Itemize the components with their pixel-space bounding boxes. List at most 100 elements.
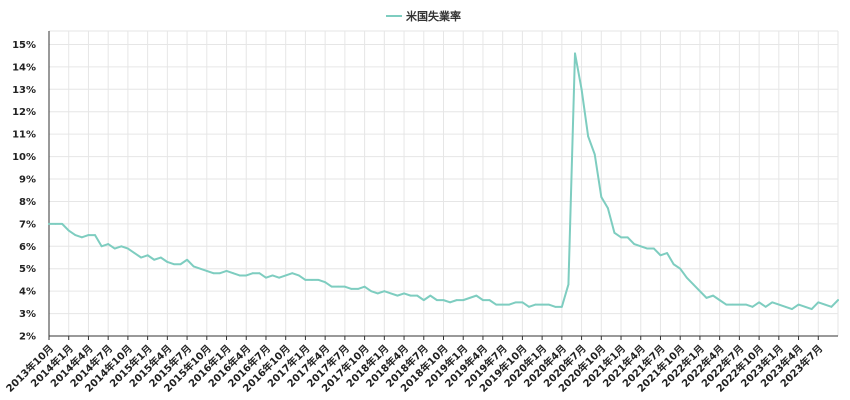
data-point <box>343 285 346 288</box>
data-point <box>567 283 570 286</box>
data-point <box>626 236 629 239</box>
axis-layer <box>48 31 838 340</box>
data-point <box>679 267 682 270</box>
data-point <box>219 272 221 275</box>
data-point <box>422 299 425 302</box>
data-point <box>383 290 386 293</box>
data-point <box>324 281 327 284</box>
data-point <box>797 303 800 306</box>
data-point <box>370 290 373 293</box>
data-point <box>153 258 156 261</box>
data-point <box>100 245 103 248</box>
data-point <box>396 294 399 297</box>
data-point <box>600 196 603 198</box>
data-point <box>718 299 721 302</box>
data-point <box>311 279 313 281</box>
legend: 米国失業率 <box>386 9 461 23</box>
data-point <box>837 299 839 302</box>
data-point <box>468 296 471 299</box>
data-point <box>692 283 695 286</box>
data-point <box>685 276 688 279</box>
data-point <box>725 303 728 306</box>
legend-label: 米国失業率 <box>405 9 461 23</box>
data-point <box>212 272 215 275</box>
data-point <box>580 88 583 91</box>
data-point <box>127 247 129 250</box>
data-point <box>436 299 438 302</box>
data-point <box>751 305 754 308</box>
y-tick-labels: 2% 3% 4% 5% 6% 7% 8% 9% 10% 11% 12% 13% 14% 15% <box>12 40 36 343</box>
data-point <box>140 256 142 259</box>
data-point <box>830 305 833 308</box>
data-point <box>738 303 741 306</box>
y-tick-label: 6% <box>19 242 36 253</box>
data-point <box>113 247 116 250</box>
data-point <box>574 52 576 55</box>
data-point <box>560 305 563 308</box>
data-point <box>521 301 524 304</box>
data-point <box>462 299 465 302</box>
data-point <box>653 247 655 250</box>
data-point <box>475 294 478 297</box>
data-point <box>133 252 136 254</box>
y-tick-label: 15% <box>12 40 36 51</box>
data-point <box>278 276 281 279</box>
data-point <box>482 299 484 302</box>
data-point <box>376 292 379 295</box>
data-point <box>804 305 807 308</box>
data-point <box>639 245 642 248</box>
data-point <box>449 301 451 304</box>
series-layer <box>48 52 839 311</box>
y-tick-label: 9% <box>19 175 36 186</box>
data-point <box>409 294 412 297</box>
data-point <box>508 303 511 306</box>
data-point <box>390 292 392 295</box>
data-point <box>784 305 787 308</box>
y-tick-label: 12% <box>12 107 36 118</box>
data-point <box>317 279 320 281</box>
data-point <box>488 299 491 302</box>
y-tick-label: 14% <box>12 62 36 73</box>
data-point <box>205 270 208 272</box>
y-tick-label: 11% <box>12 130 36 141</box>
data-point <box>712 294 714 297</box>
data-point <box>251 272 254 275</box>
data-point <box>705 296 708 299</box>
data-point <box>258 272 261 275</box>
y-tick-label: 8% <box>19 197 36 208</box>
data-point <box>620 236 622 239</box>
data-point <box>67 229 70 232</box>
data-point <box>120 245 123 248</box>
data-point <box>357 288 359 290</box>
data-point <box>179 263 182 266</box>
data-point <box>777 303 780 306</box>
data-point <box>606 207 609 210</box>
y-tick-label: 10% <box>12 152 36 163</box>
data-point <box>823 303 826 306</box>
data-point <box>791 308 793 310</box>
data-point <box>699 290 701 293</box>
data-point <box>186 258 188 261</box>
data-point <box>225 270 228 272</box>
data-point <box>245 274 248 277</box>
data-point <box>146 254 149 257</box>
y-tick-label: 3% <box>19 309 36 320</box>
data-point <box>54 222 57 225</box>
data-point <box>337 285 340 288</box>
data-point <box>107 243 110 245</box>
data-point <box>416 294 419 297</box>
data-point <box>238 274 241 277</box>
data-point <box>330 285 333 288</box>
data-point <box>547 303 550 306</box>
data-point <box>442 299 445 302</box>
data-point <box>758 301 760 304</box>
data-point <box>61 222 64 225</box>
data-point <box>501 303 504 306</box>
data-point <box>455 299 458 302</box>
data-point <box>297 274 300 277</box>
data-point <box>94 234 96 236</box>
y-tick-label: 4% <box>19 287 36 298</box>
data-point <box>199 267 202 270</box>
